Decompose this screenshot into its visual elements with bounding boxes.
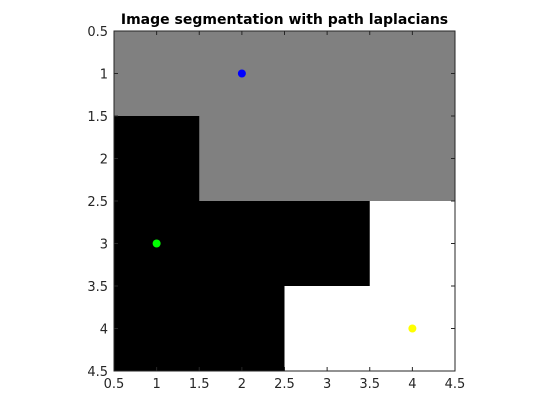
seed-point (237, 69, 246, 78)
image-cell (369, 116, 456, 202)
image-cell (114, 116, 200, 202)
y-tick-label: 2.5 (87, 195, 108, 210)
y-tick-label: 0.5 (87, 25, 108, 40)
image-cell (284, 31, 371, 117)
image-cell (284, 286, 371, 372)
y-tick-label: 4 (100, 323, 108, 338)
x-tick-label: 3 (323, 377, 331, 392)
image-cell (114, 286, 200, 372)
image-cells (114, 31, 456, 372)
x-axis-ticks: 0.5 1 1.5 2 2.5 3 3.5 4 4.5 (104, 31, 466, 392)
x-tick-label: 4 (408, 377, 416, 392)
y-tick-label: 3.5 (87, 280, 108, 295)
x-tick-label: 3.5 (359, 377, 380, 392)
seed-point (408, 324, 417, 333)
y-tick-label: 3 (100, 238, 108, 253)
y-tick-label: 4.5 (87, 365, 108, 380)
y-axis-ticks: 0.5 1 1.5 2 2.5 3 3.5 4 4.5 (87, 25, 455, 380)
x-tick-label: 2.5 (274, 377, 295, 392)
seed-points (152, 69, 417, 333)
x-tick-label: 0.5 (104, 377, 125, 392)
image-cell (284, 116, 371, 202)
x-tick-label: 2 (238, 377, 246, 392)
image-cell (369, 201, 456, 287)
y-tick-label: 1 (100, 68, 108, 83)
image-cell (199, 286, 285, 372)
image-cell (199, 116, 285, 202)
image-cell (284, 201, 371, 287)
chart-title: Image segmentation with path laplacians (121, 12, 448, 28)
y-tick-label: 2 (100, 153, 108, 168)
x-tick-label: 1.5 (189, 377, 210, 392)
y-tick-label: 1.5 (87, 110, 108, 125)
image-cell (369, 31, 456, 117)
seed-point (152, 239, 161, 248)
image-cell (114, 31, 200, 117)
image-cell (199, 201, 285, 287)
x-tick-label: 1 (152, 377, 160, 392)
x-tick-label: 4.5 (445, 377, 466, 392)
